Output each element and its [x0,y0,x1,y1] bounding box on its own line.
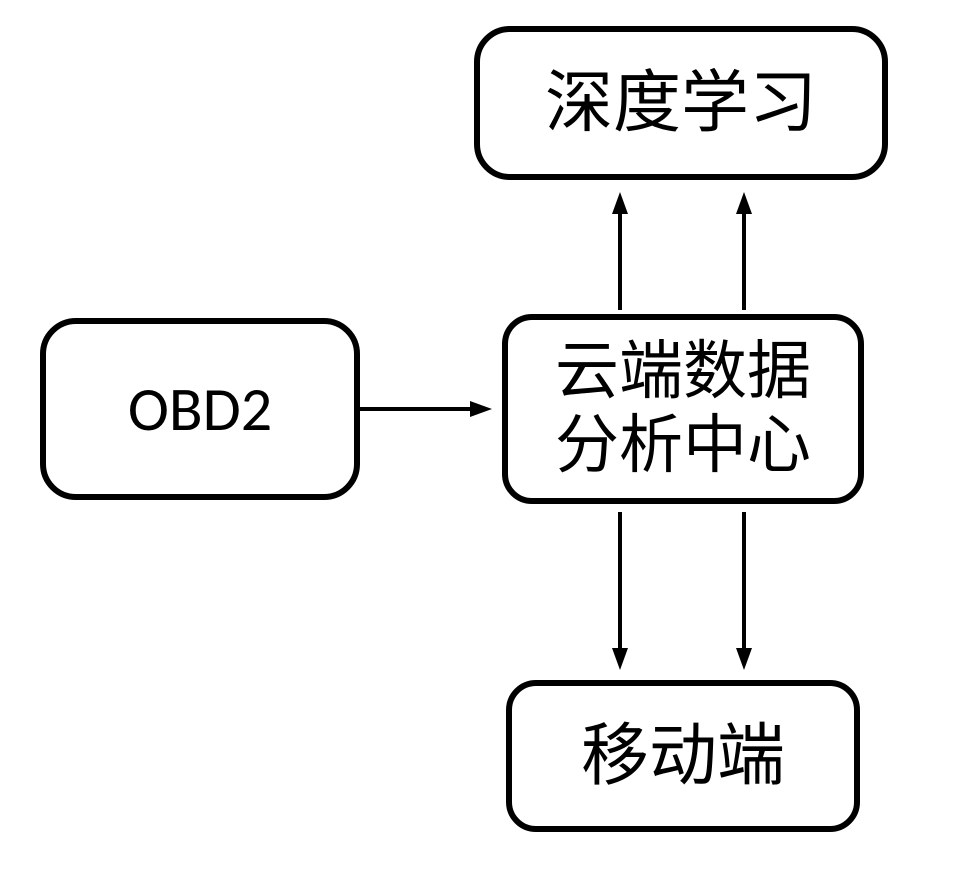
node-cloud-center-label: 云端数据分析中心 [526,335,840,482]
node-obd2-label: OBD2 [128,378,272,440]
diagram-canvas: OBD2 深度学习 云端数据分析中心 移动端 [0,0,954,894]
node-deep-learning: 深度学习 [474,26,888,180]
arrowhead-cloud-to-deeplearning [612,192,628,214]
arrowhead-deeplearning-to-cloud [736,192,752,214]
node-deep-learning-label: 深度学习 [545,69,817,137]
node-obd2: OBD2 [40,318,360,500]
arrowhead-mobile-to-cloud [736,648,752,670]
node-cloud-center: 云端数据分析中心 [502,314,864,504]
node-mobile: 移动端 [506,680,860,832]
arrowhead-cloud-to-mobile [612,648,628,670]
node-mobile-label: 移动端 [581,722,785,790]
arrowhead-obd2-to-cloud [470,401,492,417]
